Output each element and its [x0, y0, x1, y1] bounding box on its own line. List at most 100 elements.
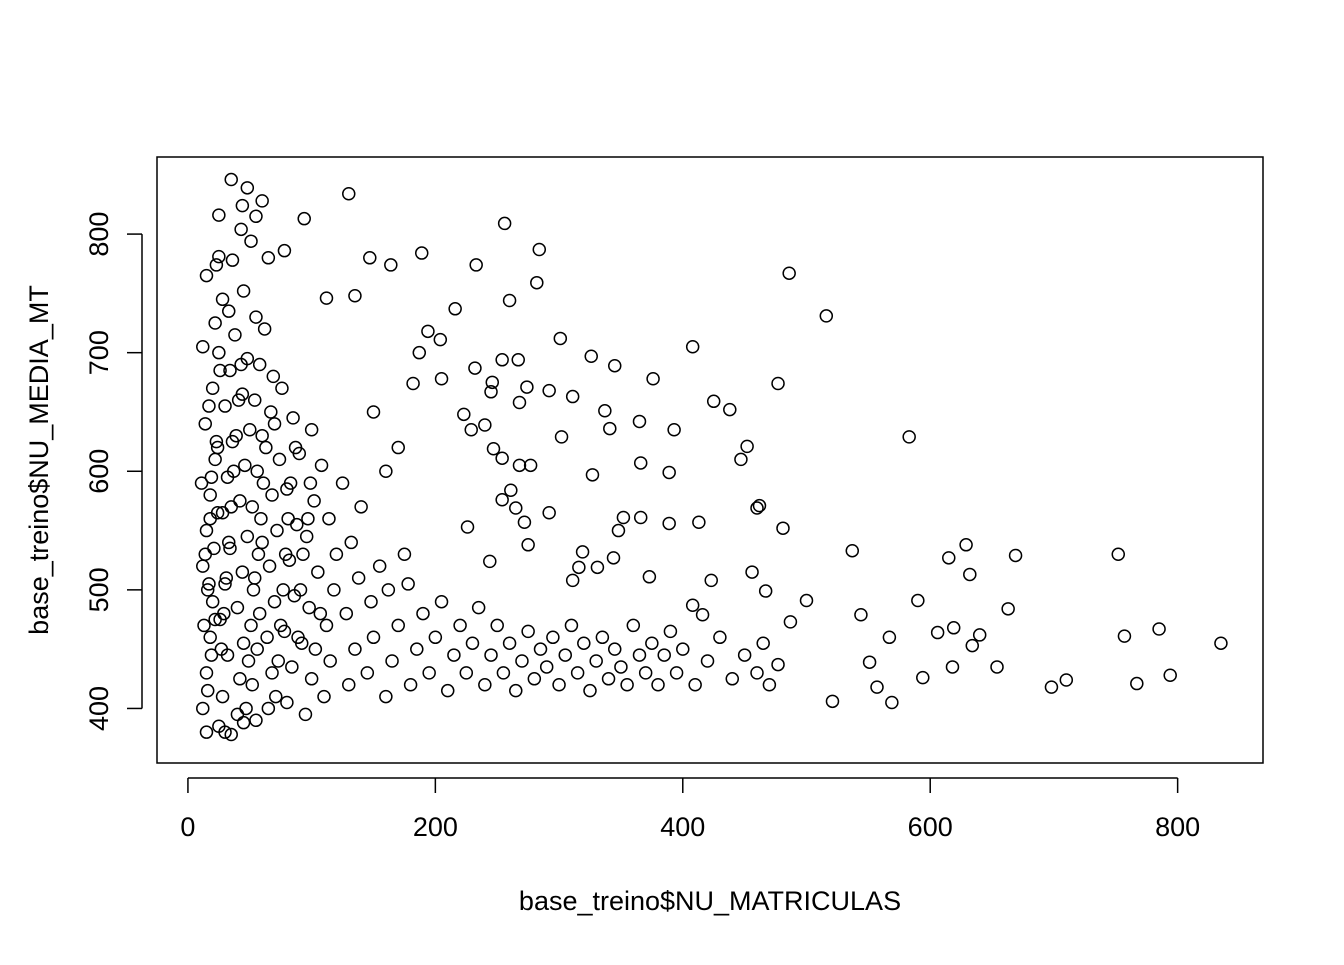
point — [512, 458, 527, 473]
point — [317, 689, 331, 704]
point — [218, 399, 232, 413]
x-tick-label: 400 — [660, 812, 705, 842]
point — [497, 216, 512, 231]
point — [209, 434, 224, 449]
point — [483, 554, 497, 569]
point — [246, 583, 261, 597]
point — [433, 332, 448, 347]
point — [276, 583, 290, 597]
point — [870, 680, 884, 694]
point — [527, 672, 542, 686]
point — [204, 648, 219, 662]
point — [750, 666, 764, 680]
point — [745, 565, 759, 579]
point — [278, 547, 293, 562]
point — [403, 677, 418, 692]
point — [198, 417, 212, 431]
point — [194, 476, 209, 490]
point — [620, 677, 634, 692]
point — [464, 423, 478, 437]
point — [351, 571, 366, 585]
point — [706, 394, 721, 409]
point — [583, 683, 597, 698]
point — [440, 683, 455, 698]
y-tick-label: 800 — [84, 212, 114, 257]
point — [254, 511, 268, 526]
point — [963, 567, 977, 582]
point — [335, 476, 350, 490]
point — [244, 234, 258, 248]
point — [249, 713, 263, 728]
point — [196, 339, 210, 354]
point — [205, 381, 220, 396]
point — [542, 506, 556, 520]
point — [203, 630, 217, 645]
point — [662, 516, 676, 531]
point — [496, 666, 511, 680]
point — [302, 600, 316, 615]
point — [603, 421, 617, 436]
point — [414, 246, 429, 260]
point — [1111, 547, 1126, 562]
point — [737, 648, 752, 662]
point — [235, 198, 250, 213]
point — [270, 523, 284, 538]
point — [243, 423, 257, 437]
point — [633, 510, 648, 525]
point — [412, 345, 427, 360]
point — [226, 464, 241, 479]
point — [286, 411, 300, 425]
point — [265, 666, 279, 680]
point — [271, 654, 285, 668]
point — [752, 498, 767, 513]
point — [283, 476, 298, 490]
point — [854, 608, 868, 622]
point — [607, 358, 622, 373]
point — [626, 618, 641, 633]
point — [363, 251, 377, 265]
point — [762, 677, 777, 692]
point — [584, 349, 598, 363]
point — [210, 440, 225, 455]
point — [577, 636, 591, 650]
point — [460, 520, 475, 534]
point — [230, 600, 245, 615]
point — [269, 689, 283, 704]
point — [200, 583, 215, 597]
point — [239, 701, 253, 716]
point — [385, 654, 399, 668]
point — [484, 648, 498, 662]
point — [946, 621, 961, 635]
point — [685, 339, 700, 354]
point — [453, 618, 467, 633]
point — [219, 571, 234, 585]
point — [366, 405, 381, 419]
point — [945, 660, 960, 674]
point — [308, 642, 323, 656]
point — [633, 456, 648, 470]
point — [509, 683, 523, 698]
point — [234, 357, 248, 372]
point — [285, 660, 299, 674]
point — [249, 310, 263, 324]
point — [212, 345, 226, 360]
point — [758, 584, 773, 598]
point — [215, 292, 230, 307]
point — [198, 547, 212, 562]
point — [495, 492, 509, 507]
point — [197, 618, 211, 633]
y-tick-label: 400 — [84, 686, 114, 731]
point — [771, 376, 785, 391]
point — [1044, 680, 1059, 694]
point — [225, 253, 240, 267]
point — [911, 593, 925, 608]
point — [1059, 673, 1074, 687]
point — [713, 630, 727, 645]
point — [965, 638, 980, 653]
point — [416, 606, 430, 621]
point — [199, 666, 214, 680]
point — [212, 719, 226, 733]
point — [595, 630, 610, 645]
point — [288, 440, 303, 455]
